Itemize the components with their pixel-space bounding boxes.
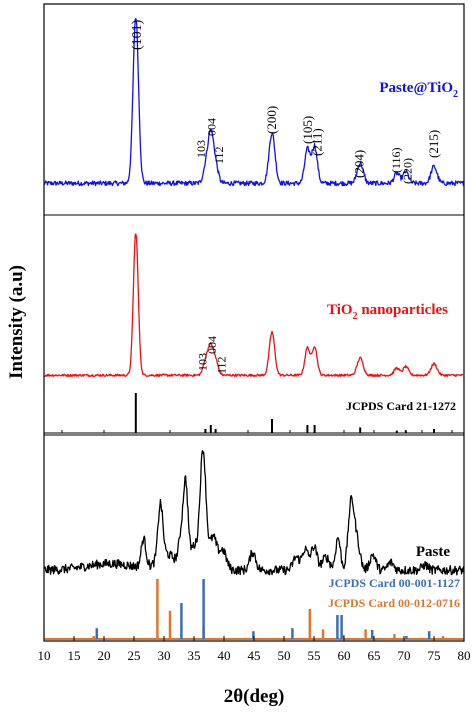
x-tick-label-60: 60 xyxy=(338,648,351,663)
series-line-0-0 xyxy=(43,17,465,187)
diffraction-traces xyxy=(43,17,465,576)
peak-label-0-9: (220) xyxy=(401,158,415,184)
legend-jcpds-00-012-0716: JCPDS Card 00-012-0716 xyxy=(328,596,460,610)
peak-label-0-10: (215) xyxy=(426,130,441,158)
peak-label-0-7: (204) xyxy=(352,150,367,178)
x-tick-label-15: 15 xyxy=(68,648,81,663)
peak-label-0-4: (200) xyxy=(264,106,279,134)
x-tick-label-45: 45 xyxy=(248,648,261,663)
series-line-2-0 xyxy=(43,450,465,576)
x-tick-label-80: 80 xyxy=(458,648,471,663)
peak-label-0-1: 103 xyxy=(194,140,208,158)
x-tick-label-40: 40 xyxy=(218,648,231,663)
peak-label-0-8: (116) xyxy=(389,147,403,173)
peak-label-0-0: (101) xyxy=(130,19,145,50)
legend-jcpds-00-001-1127: JCPDS Card 00-001-1127 xyxy=(329,576,460,590)
legend-jcpds-21-1272: JCPDS Card 21-1272 xyxy=(346,399,456,413)
x-tick-label-50: 50 xyxy=(278,648,291,663)
series-line-1-0 xyxy=(43,233,465,378)
x-tick-label-55: 55 xyxy=(308,648,321,663)
x-tick-label-30: 30 xyxy=(158,648,171,663)
x-tick-label-70: 70 xyxy=(398,648,411,663)
peak-label-0-5: (105) xyxy=(300,116,315,144)
x-tick-label-25: 25 xyxy=(128,648,141,663)
peak-label-0-6: (211) xyxy=(310,128,325,156)
legend-paste: Paste xyxy=(416,544,450,560)
legend-paste-tio2: Paste@TiO2 xyxy=(379,80,458,100)
legend-tio2-nanoparticles: TiO2 nanoparticles xyxy=(327,302,448,322)
peak-label-0-2: 004 xyxy=(204,118,218,136)
reference-card-lines xyxy=(44,393,464,640)
plot-frame xyxy=(43,3,465,642)
x-tick-label-10: 10 xyxy=(38,648,51,663)
x-tick-label-35: 35 xyxy=(188,648,201,663)
x-tick-label-65: 65 xyxy=(368,648,381,663)
peak-label-1-2: 112 xyxy=(215,356,229,374)
peak-label-0-3: 112 xyxy=(212,146,226,164)
peak-label-1-0: 103 xyxy=(195,353,209,371)
x-axis-ticks: 10 15 20 25 30 35 40 45 50 55 60 65 70 75 80 xyxy=(38,636,471,663)
x-tick-label-75: 75 xyxy=(428,648,441,663)
x-tick-label-20: 20 xyxy=(98,648,111,663)
x-axis-title: 2θ(deg) xyxy=(224,686,285,707)
peak-label-1-1: 004 xyxy=(205,336,219,354)
y-axis-title: Intensity (a.u) xyxy=(6,265,27,379)
